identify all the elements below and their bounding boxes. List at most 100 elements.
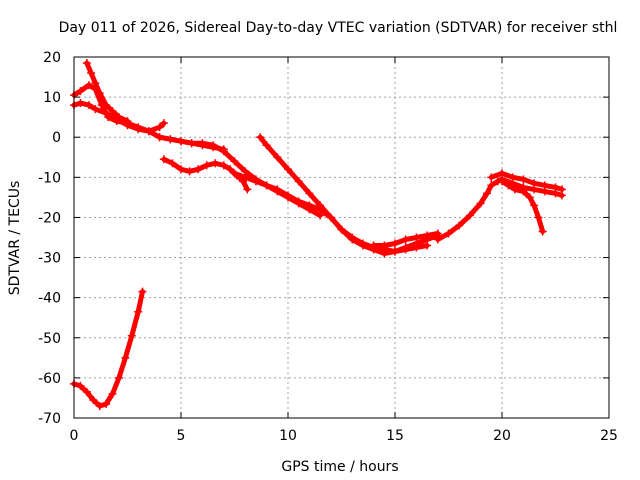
y-tick-label: -60 xyxy=(38,371,61,387)
data-point xyxy=(76,99,85,108)
data-series xyxy=(70,59,566,410)
data-point xyxy=(138,287,147,296)
data-point xyxy=(226,165,235,174)
data-point xyxy=(519,175,528,184)
data-point xyxy=(262,181,271,190)
data-point xyxy=(102,101,111,110)
data-point xyxy=(168,159,177,168)
y-tick-label: -10 xyxy=(38,170,61,186)
data-point xyxy=(198,139,207,148)
data-point xyxy=(273,185,282,194)
data-point xyxy=(76,381,85,390)
data-point xyxy=(391,247,399,256)
data-point xyxy=(483,189,492,198)
data-point xyxy=(211,159,220,168)
data-point xyxy=(89,395,98,404)
y-tick-label: -20 xyxy=(38,210,61,226)
y-tick-label: -70 xyxy=(38,411,61,427)
data-point xyxy=(155,123,164,132)
data-point xyxy=(358,239,367,248)
data-point xyxy=(369,241,378,250)
data-point xyxy=(241,173,250,182)
x-tick-label: 0 xyxy=(70,428,79,444)
x-tick-label: 25 xyxy=(600,428,618,444)
data-point xyxy=(498,169,506,178)
data-point xyxy=(305,201,314,210)
y-tick-label: 10 xyxy=(43,90,61,106)
data-point xyxy=(230,157,239,166)
data-point xyxy=(348,233,357,242)
grid xyxy=(74,57,609,418)
data-point xyxy=(273,153,282,162)
data-point xyxy=(465,211,474,220)
data-point xyxy=(316,205,325,214)
data-point xyxy=(504,181,513,190)
data-point xyxy=(159,119,168,128)
data-point xyxy=(412,233,421,242)
data-point xyxy=(262,141,271,150)
data-point xyxy=(108,389,117,398)
y-tick-label: -50 xyxy=(38,331,61,347)
data-point xyxy=(530,201,539,210)
y-tick-label: -40 xyxy=(38,291,61,307)
data-point xyxy=(487,181,496,190)
data-point xyxy=(134,125,143,134)
data-point xyxy=(185,167,194,176)
data-point xyxy=(256,133,265,142)
data-point xyxy=(177,165,185,174)
data-point xyxy=(95,89,104,98)
data-point xyxy=(114,113,123,122)
data-point xyxy=(108,107,117,116)
data-point xyxy=(123,117,132,126)
data-point xyxy=(95,401,104,410)
data-point xyxy=(337,225,346,234)
data-point xyxy=(84,101,93,110)
data-point xyxy=(84,81,93,90)
data-point xyxy=(144,127,153,136)
data-point xyxy=(209,141,218,150)
data-point xyxy=(326,213,335,222)
data-point xyxy=(538,227,547,236)
data-point xyxy=(551,183,560,192)
data-point xyxy=(82,387,91,396)
x-tick-label: 20 xyxy=(493,428,511,444)
data-point xyxy=(487,173,496,182)
data-point xyxy=(102,109,111,118)
y-tick-label: 0 xyxy=(52,130,61,146)
data-point xyxy=(219,147,228,156)
data-point xyxy=(519,187,528,196)
data-point xyxy=(202,161,211,170)
data-point xyxy=(525,193,534,202)
data-point xyxy=(91,105,100,114)
data-point xyxy=(534,213,543,222)
data-point xyxy=(166,135,175,144)
data-point xyxy=(510,185,519,194)
data-point xyxy=(251,177,260,186)
data-point xyxy=(423,231,432,240)
series-arc-1 xyxy=(71,82,227,152)
data-point xyxy=(294,197,303,206)
chart-title: Day 011 of 2026, Sidereal Day-to-day VTE… xyxy=(59,20,618,36)
data-point xyxy=(391,239,399,248)
data-point xyxy=(121,353,130,362)
data-point xyxy=(219,161,228,170)
data-point xyxy=(401,235,410,244)
data-point xyxy=(102,399,111,408)
data-point xyxy=(134,307,143,316)
data-point xyxy=(380,241,389,250)
x-axis-label: GPS time / hours xyxy=(281,459,398,475)
data-point xyxy=(155,133,164,142)
data-point xyxy=(401,245,410,254)
data-point xyxy=(530,179,539,188)
data-point xyxy=(177,137,185,146)
y-tick-label: -30 xyxy=(38,251,61,267)
data-point xyxy=(230,169,239,178)
data-point xyxy=(557,185,566,194)
data-point xyxy=(159,155,168,164)
series-arc-12 xyxy=(71,289,145,409)
data-point xyxy=(243,185,252,194)
data-point xyxy=(498,177,506,186)
data-point xyxy=(433,235,442,244)
data-point xyxy=(91,79,100,88)
